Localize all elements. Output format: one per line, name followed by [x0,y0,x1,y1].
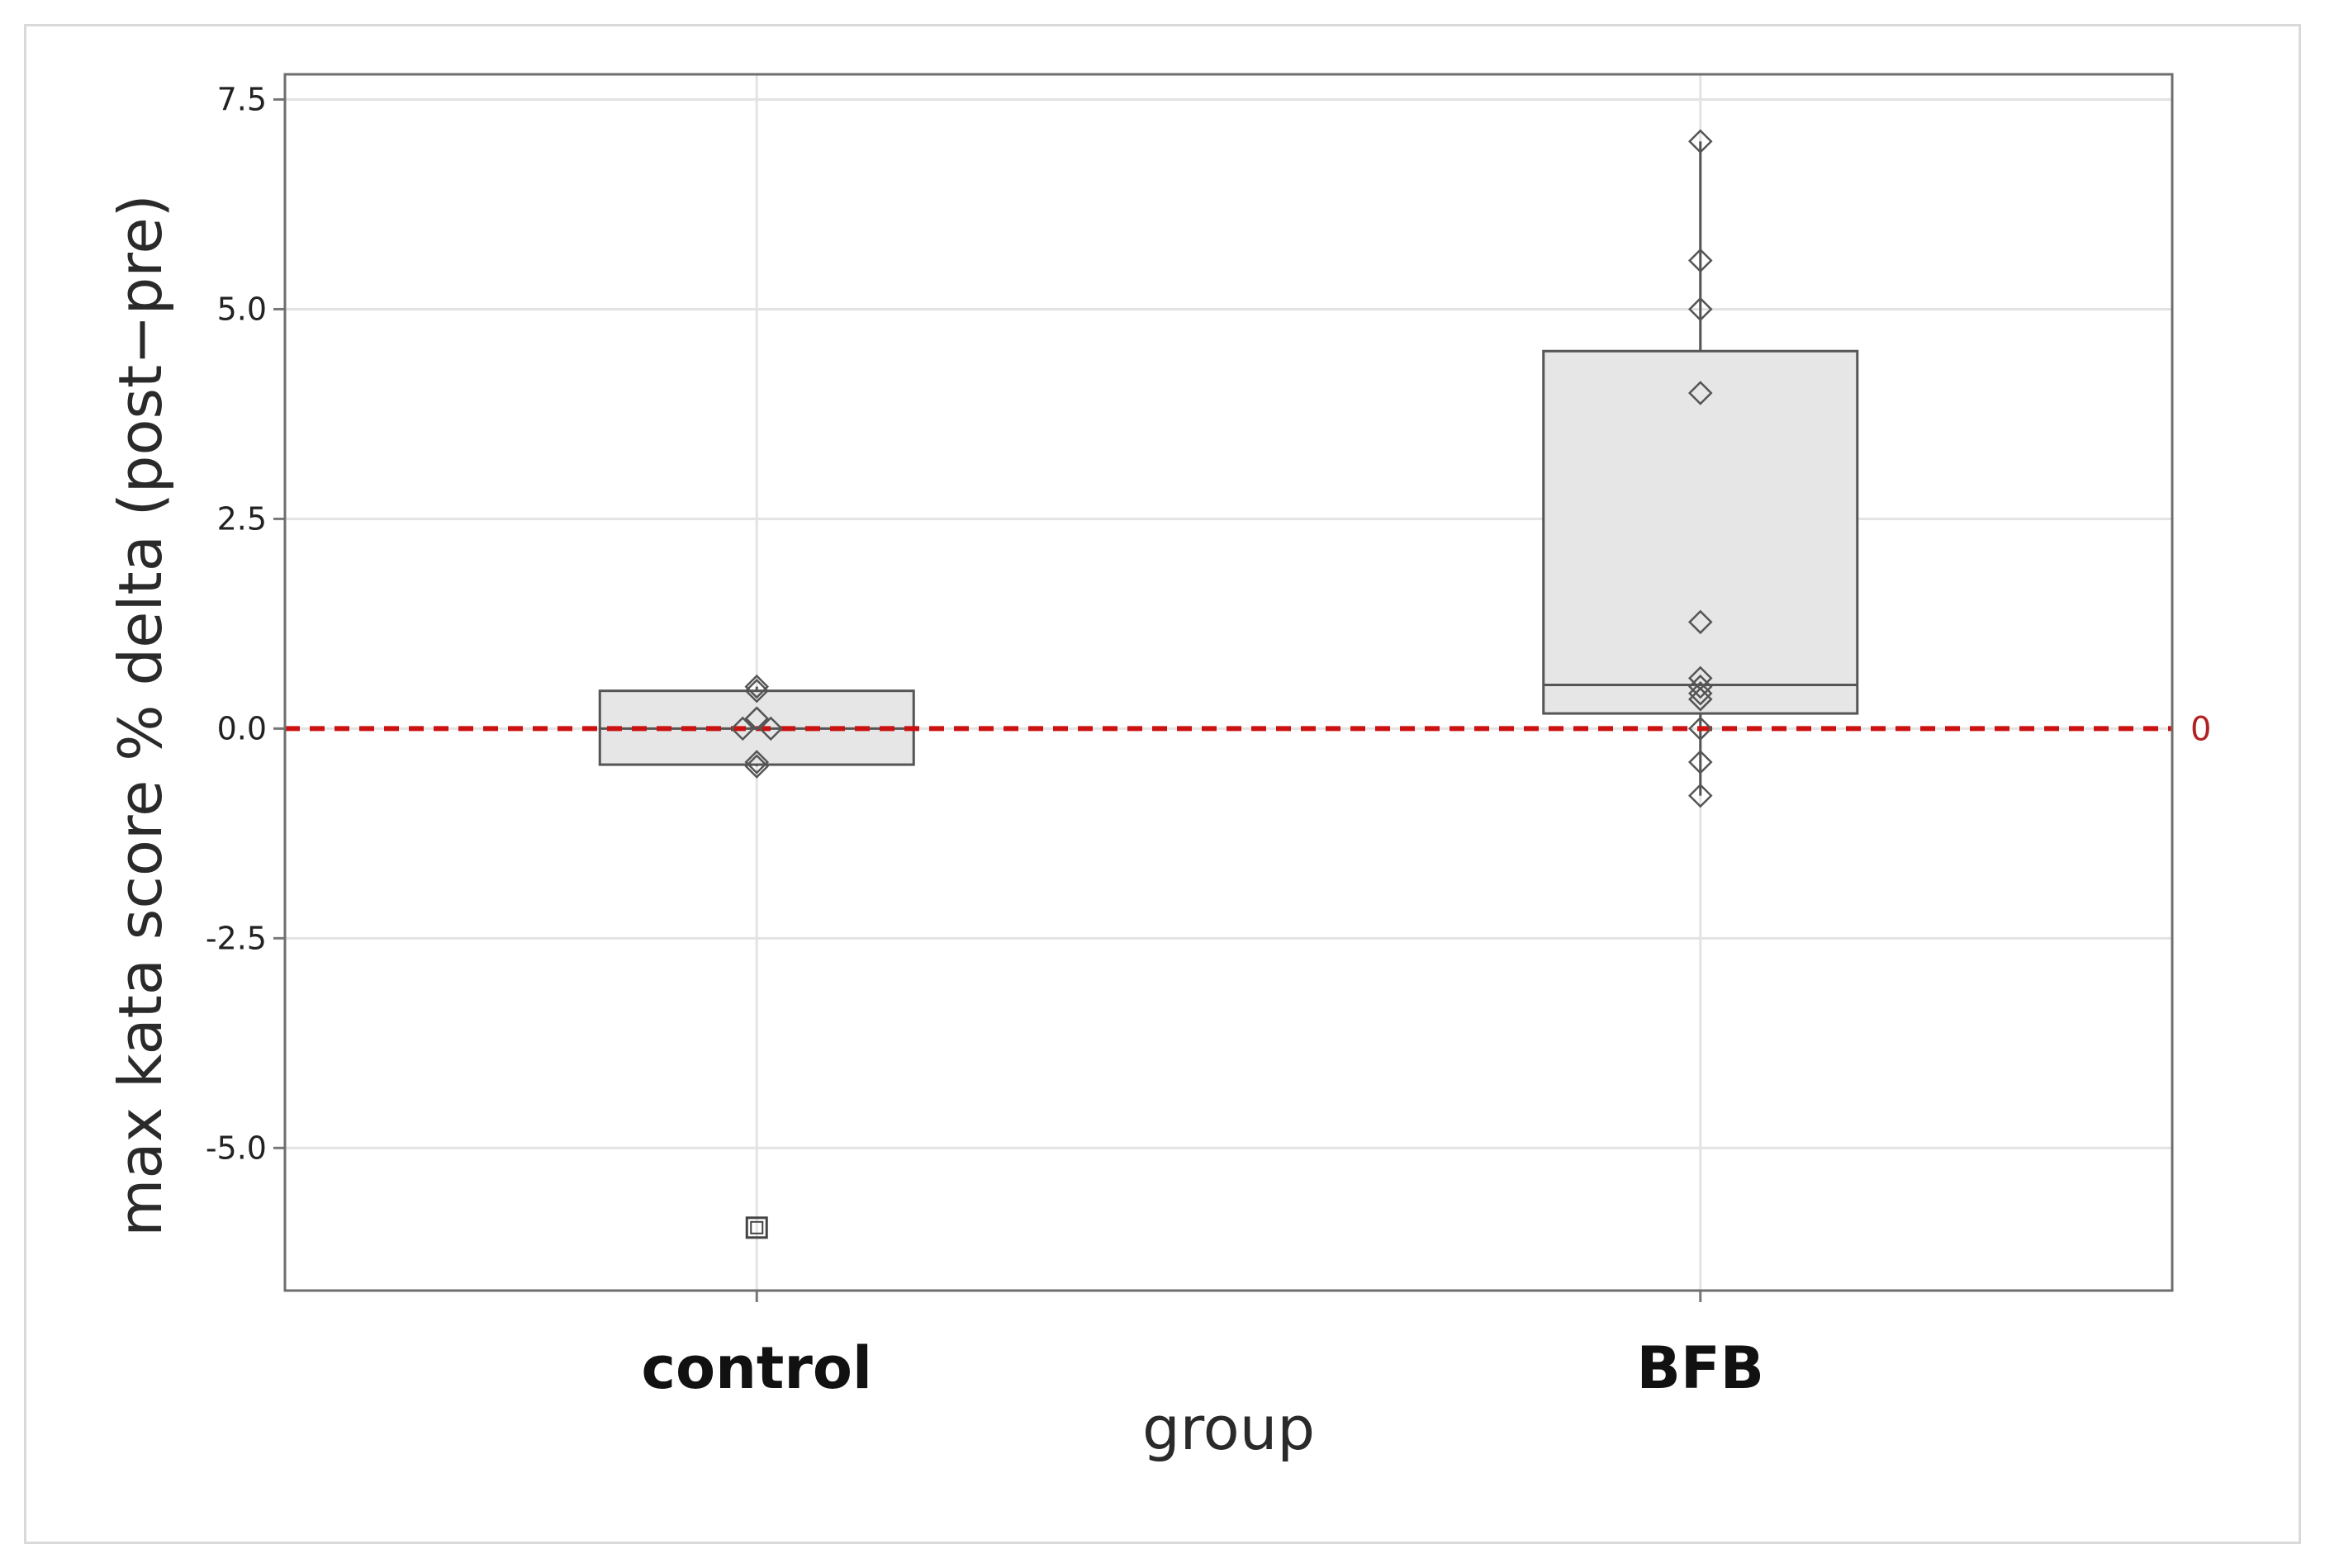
data-point [730,716,756,741]
y-tick-label: 2.5 [217,500,267,537]
zero-reference-label: 0 [2190,710,2211,748]
data-point [1687,296,1713,322]
y-tick-label: -2.5 [206,920,267,956]
data-point [1687,687,1713,712]
y-tick-label: -5.0 [206,1130,267,1166]
data-point [1687,674,1713,699]
data-point [744,706,770,731]
data-point [1687,381,1713,405]
outlier-point-inner [750,1220,764,1234]
data-point [1687,609,1713,635]
y-tick-label: 7.5 [217,81,267,117]
plot-border [283,73,2174,1292]
box-BFB [1542,349,1859,715]
data-point [1687,680,1713,706]
y-tick-label: 5.0 [217,291,267,327]
axis-layer: 7.5 5.0 2.5 0.0 -2.5 -5.0 control BFB [206,73,2174,1402]
y-axis-title: max kata score % delta (post−pre) [106,194,175,1236]
data-point [744,678,770,703]
reference-layer: 0 [285,710,2211,748]
data-point [744,674,770,699]
data-point [1687,248,1713,273]
grid-layer [285,74,2172,1291]
data-point [1687,716,1713,741]
data-point [744,754,770,779]
outlier-point [745,1216,768,1239]
data-point [744,750,770,775]
x-category-label: BFB [1636,1334,1764,1402]
box-layer [598,141,1859,796]
x-category-label: control [642,1334,873,1402]
data-point [1687,129,1713,154]
data-point [1687,750,1713,775]
point-layer [730,129,1713,1239]
data-point [1687,783,1713,808]
y-tick-label: 0.0 [217,710,267,746]
x-axis-title: group [1142,1394,1315,1463]
data-point [758,716,784,741]
